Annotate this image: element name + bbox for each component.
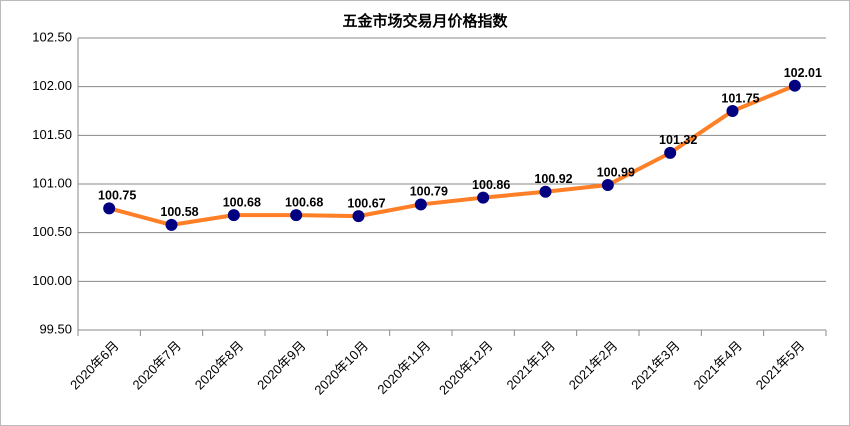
data-label: 100.86 (472, 178, 510, 192)
data-label: 100.68 (223, 195, 261, 209)
data-label: 100.58 (160, 205, 198, 219)
data-point (477, 191, 490, 204)
series-line (108, 83, 796, 227)
y-tick-label: 102.50 (32, 29, 72, 44)
chart-title: 五金市场交易月价格指数 (342, 12, 508, 30)
data-label: 102.01 (784, 66, 822, 80)
data-label: 100.75 (98, 189, 136, 203)
data-point (414, 198, 427, 211)
y-tick-label: 99.50 (39, 321, 72, 336)
data-point (290, 209, 303, 222)
data-point (601, 178, 614, 191)
data-point (726, 105, 739, 117)
data-point (539, 185, 552, 198)
y-tick-label: 101.50 (32, 127, 72, 142)
data-point (165, 218, 178, 231)
data-point (103, 202, 116, 215)
data-label: 100.67 (347, 196, 385, 210)
data-label: 101.32 (659, 133, 697, 147)
y-tick-label: 100.50 (32, 224, 72, 239)
data-label: 100.68 (285, 195, 323, 209)
y-tick-label: 101.00 (32, 175, 72, 190)
y-tick-label: 102.00 (32, 78, 72, 93)
data-point (227, 209, 240, 222)
y-tick-label: 100.00 (32, 273, 72, 288)
data-point (352, 210, 365, 223)
data-label: 100.99 (597, 165, 635, 179)
data-point (788, 79, 801, 92)
data-label: 100.79 (410, 185, 448, 199)
data-label: 100.92 (534, 172, 572, 186)
data-point (664, 146, 677, 159)
data-label: 101.75 (721, 91, 759, 105)
